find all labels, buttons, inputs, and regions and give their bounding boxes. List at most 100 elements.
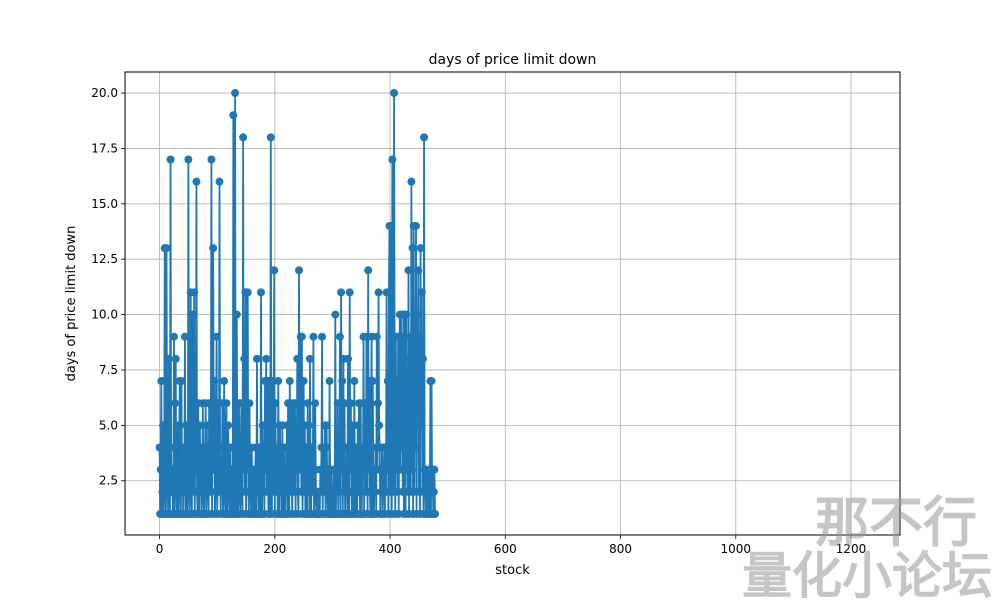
watermark-line-1: 那不行 — [815, 491, 977, 554]
data-point — [372, 332, 381, 341]
data-point — [311, 399, 320, 408]
data-point — [411, 221, 420, 230]
data-point — [210, 377, 219, 386]
data-point — [408, 244, 417, 253]
data-point — [269, 421, 278, 430]
y-tick-label: 15.0 — [91, 197, 118, 211]
data-point — [390, 89, 399, 98]
data-point — [374, 288, 383, 297]
data-point — [397, 443, 406, 452]
data-point — [162, 244, 171, 253]
data-point — [334, 443, 343, 452]
data-point — [301, 443, 310, 452]
data-point — [325, 377, 334, 386]
watermark-line-2: 量化小论坛 — [742, 547, 992, 605]
data-point — [163, 421, 172, 430]
data-point — [270, 266, 279, 275]
data-point — [164, 354, 173, 363]
data-point — [240, 354, 249, 363]
data-point — [414, 266, 423, 275]
x-tick-label: 1000 — [721, 542, 752, 556]
data-point — [415, 332, 424, 341]
data-point — [381, 443, 390, 452]
data-point — [252, 354, 261, 363]
data-point — [262, 354, 271, 363]
data-point — [171, 399, 180, 408]
data-point — [285, 377, 294, 386]
data-point — [411, 443, 420, 452]
data-point — [169, 332, 178, 341]
data-point — [220, 377, 229, 386]
data-point — [413, 310, 422, 319]
data-point — [307, 443, 316, 452]
data-point — [305, 354, 314, 363]
data-point — [268, 377, 277, 386]
data-point — [361, 399, 370, 408]
data-point — [231, 89, 240, 98]
data-point — [395, 377, 404, 386]
data-point — [427, 377, 436, 386]
data-point — [367, 399, 376, 408]
data-point — [205, 443, 214, 452]
data-point — [212, 332, 221, 341]
y-tick-label: 12.5 — [91, 252, 118, 266]
plot-frame — [124, 71, 901, 536]
data-point — [360, 443, 369, 452]
data-point — [430, 465, 439, 474]
data-point — [350, 377, 359, 386]
data-point — [222, 399, 231, 408]
data-point — [166, 155, 175, 164]
data-point — [375, 421, 384, 430]
data-point — [207, 155, 216, 164]
data-point — [282, 421, 291, 430]
y-tick-label: 5.0 — [99, 418, 118, 432]
data-point — [322, 421, 331, 430]
data-point — [215, 177, 224, 186]
x-axis-label: stock — [495, 563, 530, 578]
data-point — [295, 266, 304, 275]
data-point — [368, 377, 377, 386]
data-point — [208, 399, 217, 408]
data-point — [184, 443, 193, 452]
data-point — [173, 421, 182, 430]
x-tick-label: 1200 — [836, 542, 867, 556]
data-point — [405, 354, 414, 363]
data-point — [232, 310, 241, 319]
data-point — [407, 177, 416, 186]
data-point — [387, 443, 396, 452]
data-point — [406, 332, 415, 341]
data-point — [293, 354, 302, 363]
data-point — [188, 310, 197, 319]
data-point — [155, 443, 164, 452]
data-point — [190, 288, 199, 297]
data-point — [192, 177, 201, 186]
data-point — [258, 421, 267, 430]
data-point — [237, 399, 246, 408]
data-point — [345, 288, 354, 297]
data-point — [337, 288, 346, 297]
data-point — [407, 465, 416, 474]
data-point — [203, 465, 212, 474]
data-point — [333, 399, 342, 408]
y-axis-label: days of price limit down — [64, 226, 79, 382]
data-point — [182, 421, 191, 430]
data-point — [388, 155, 397, 164]
data-point — [342, 443, 351, 452]
data-point — [191, 443, 200, 452]
data-point — [239, 133, 248, 142]
x-tick-label: 0 — [156, 542, 164, 556]
y-tick-label: 7.5 — [99, 363, 118, 377]
data-point — [195, 421, 204, 430]
data-point — [383, 465, 392, 474]
data-point — [290, 399, 299, 408]
data-point — [429, 487, 438, 496]
data-point — [343, 354, 352, 363]
data-point — [358, 465, 367, 474]
axis-ticks: 0 200 400 600 800 1000 1200 2.5 5.0 7.5 10.0 12.5 15… — [91, 86, 866, 556]
data-point — [403, 399, 412, 408]
data-point — [417, 421, 426, 430]
data-point — [431, 509, 439, 518]
data-point — [309, 332, 318, 341]
data-point — [420, 133, 429, 142]
